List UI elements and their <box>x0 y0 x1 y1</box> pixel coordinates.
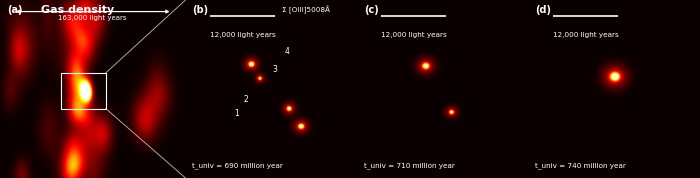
Text: (d): (d) <box>536 5 552 15</box>
Text: t_univ = 710 million year: t_univ = 710 million year <box>364 162 455 169</box>
Text: 12,000 light years: 12,000 light years <box>381 32 447 38</box>
Text: t_univ = 740 million year: t_univ = 740 million year <box>536 162 626 169</box>
Text: 12,000 light years: 12,000 light years <box>209 32 275 38</box>
Text: 1: 1 <box>234 109 239 118</box>
Text: (b): (b) <box>193 5 209 15</box>
Text: (a): (a) <box>8 5 23 15</box>
Bar <box>61 73 106 109</box>
Text: Σ [OIII]5008Å: Σ [OIII]5008Å <box>281 5 330 14</box>
Text: 163,000 light years: 163,000 light years <box>59 15 127 21</box>
Text: 3: 3 <box>272 65 277 74</box>
Text: 2: 2 <box>243 95 248 104</box>
Text: 12,000 light years: 12,000 light years <box>552 32 618 38</box>
Text: Gas density: Gas density <box>41 5 114 15</box>
Text: 4: 4 <box>284 47 289 56</box>
Text: t_univ = 690 million year: t_univ = 690 million year <box>193 162 284 169</box>
Text: (c): (c) <box>364 5 379 15</box>
